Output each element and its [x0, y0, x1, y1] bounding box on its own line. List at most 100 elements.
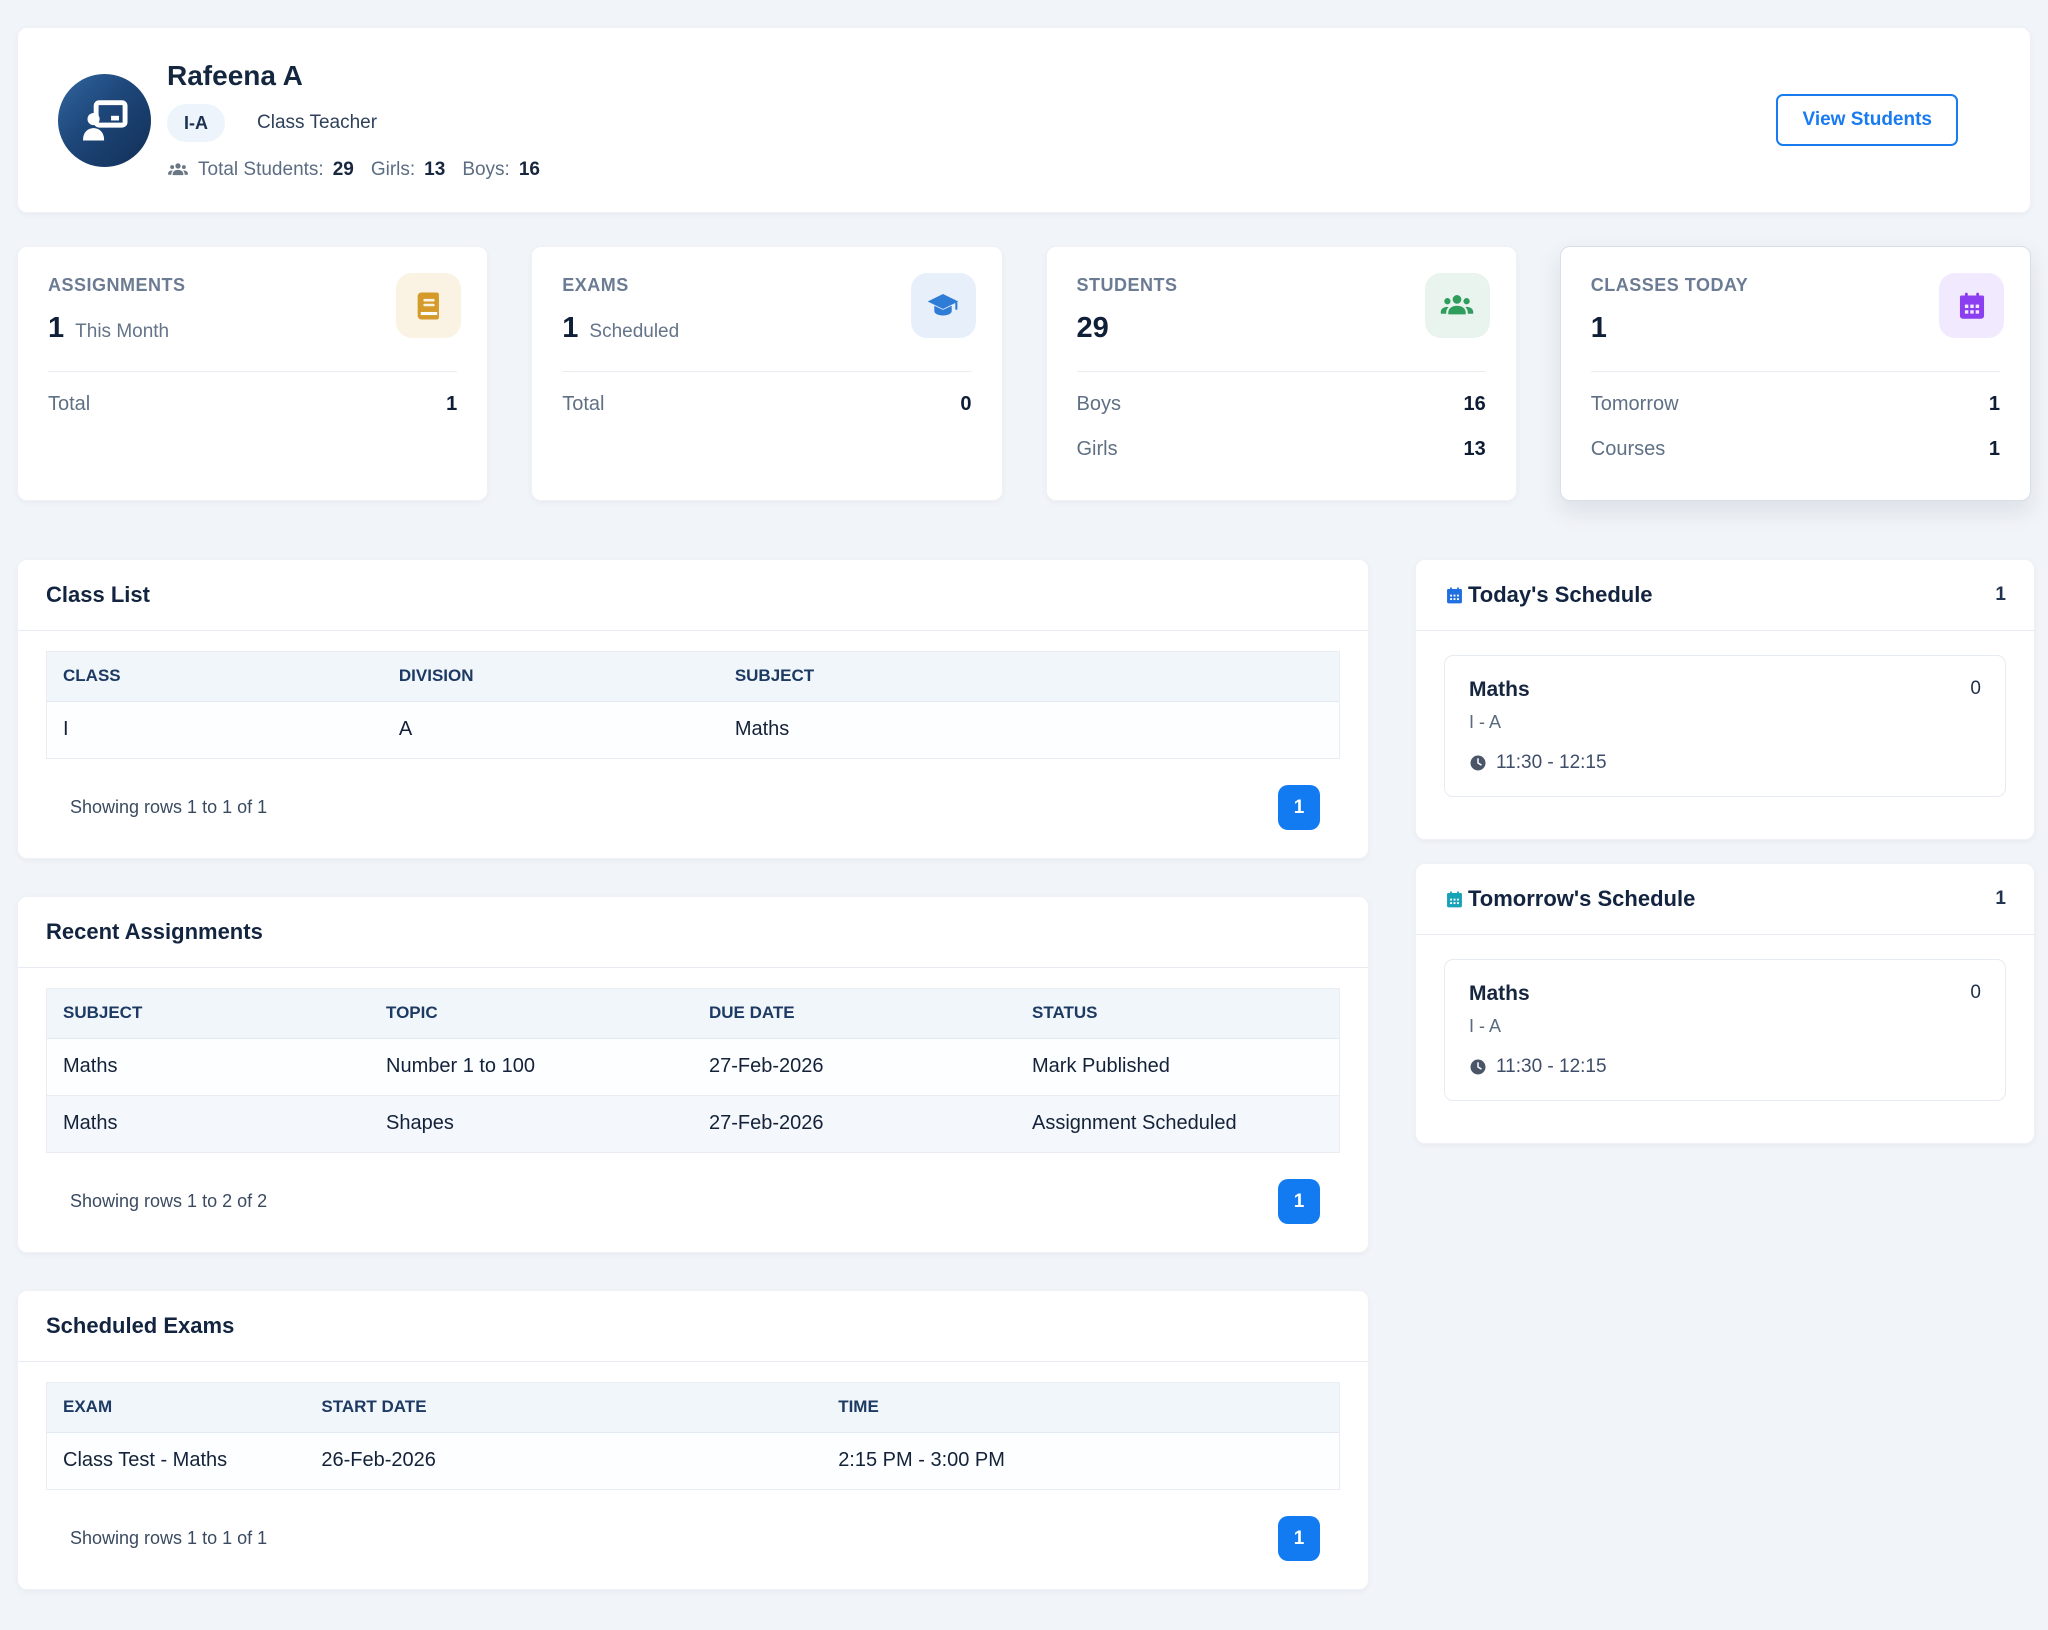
- tomorrows-schedule-count: 1: [1995, 888, 2006, 909]
- classes-today-title: CLASSES TODAY: [1590, 275, 1749, 295]
- schedule-subject: Maths: [1469, 982, 1530, 1005]
- classes-tomorrow-label: Tomorrow: [1590, 393, 1679, 415]
- column-header: TIME: [822, 1383, 1339, 1433]
- column-header: DIVISION: [382, 652, 719, 702]
- cell-subject: Maths: [47, 1038, 370, 1096]
- exams-count-suffix: Scheduled: [589, 321, 680, 342]
- students-girls-row: Girls 13: [1077, 427, 1486, 472]
- pagination-page-button[interactable]: 1: [1278, 785, 1320, 830]
- table-row[interactable]: I A Maths: [47, 701, 1339, 758]
- cell-class: I: [63, 718, 69, 741]
- table-row[interactable]: Class Test - Maths 26-Feb-2026 2:15 PM -…: [47, 1432, 1339, 1489]
- column-header: DUE DATE: [693, 989, 1016, 1039]
- calendar-icon: [1444, 585, 1465, 606]
- column-header: EXAM: [47, 1383, 306, 1433]
- assignments-count-suffix: This Month: [75, 321, 170, 342]
- classes-courses-label: Courses: [1590, 438, 1666, 460]
- exams-stat-card: EXAMS 1 Scheduled Total 0: [531, 246, 1003, 501]
- showing-rows-text: Showing rows 1 to 1 of 1: [70, 1528, 268, 1548]
- showing-rows-text: Showing rows 1 to 2 of 2: [70, 1191, 268, 1211]
- tomorrows-schedule-title: Tomorrow's Schedule: [1468, 886, 1696, 911]
- schedule-class: I - A: [1469, 1016, 1502, 1036]
- students-stat-card: STUDENTS 29 Boys 16 Girls 13: [1045, 246, 1517, 501]
- assignments-total-value: 1: [446, 393, 458, 415]
- schedule-badge: 0: [1970, 982, 1981, 1003]
- table-row[interactable]: Maths Shapes 27-Feb-2026 Assignment Sche…: [47, 1095, 1339, 1152]
- table-row[interactable]: Maths Number 1 to 100 27-Feb-2026 Mark P…: [47, 1038, 1339, 1096]
- girls-row-value: 13: [1463, 438, 1486, 460]
- cell-start-date: 26-Feb-2026: [321, 1449, 436, 1472]
- tomorrows-schedule-panel: Tomorrow's Schedule 1 Maths 0 I - A: [1415, 863, 2035, 1144]
- scheduled-exams-panel: Scheduled Exams EXAM START DATE TIME C: [17, 1290, 1369, 1590]
- cell-due-date: 27-Feb-2026: [693, 1038, 1016, 1096]
- cell-time: 2:15 PM - 3:00 PM: [838, 1449, 1005, 1472]
- classes-tomorrow-row: Tomorrow 1: [1591, 382, 2000, 427]
- teacher-header-card: Rafeena A I-A Class Teacher Total Studen…: [17, 27, 2031, 213]
- stat-cards-row: ASSIGNMENTS 1 This Month Total 1 EXAMS 1…: [17, 246, 2031, 501]
- cell-status: Assignment Scheduled: [1032, 1112, 1237, 1135]
- cell-topic: Shapes: [386, 1112, 454, 1135]
- cell-division: A: [398, 718, 413, 741]
- girls-label: Girls:: [370, 158, 416, 180]
- view-students-button[interactable]: View Students: [1776, 94, 1958, 146]
- class-list-table: CLASS DIVISION SUBJECT I A Maths: [46, 651, 1340, 759]
- schedule-subject: Maths: [1469, 678, 1530, 701]
- assignments-total-label: Total: [48, 393, 91, 415]
- students-title: STUDENTS: [1076, 275, 1178, 295]
- table-header-row: EXAM START DATE TIME: [47, 1383, 1339, 1433]
- todays-schedule-count: 1: [1995, 584, 2006, 605]
- cell-subject: Maths: [734, 718, 790, 741]
- total-students-value: 29: [332, 158, 354, 180]
- column-header: CLASS: [47, 652, 383, 702]
- column-header: SUBJECT: [47, 989, 370, 1039]
- girls-value: 13: [424, 158, 446, 180]
- teacher-board-icon: [77, 92, 133, 148]
- exams-total-label: Total: [562, 393, 605, 415]
- people-icon: [167, 159, 189, 181]
- assignments-stat-card: ASSIGNMENTS 1 This Month Total 1: [17, 246, 489, 501]
- column-header: STATUS: [1016, 989, 1339, 1039]
- boys-row-value: 16: [1463, 393, 1486, 415]
- cell-topic: Number 1 to 100: [370, 1038, 693, 1096]
- exams-total-value: 0: [960, 393, 972, 415]
- scheduled-exams-title: Scheduled Exams: [46, 1313, 235, 1338]
- boys-label: Boys:: [462, 158, 510, 180]
- column-header: SUBJECT: [718, 652, 1339, 702]
- cell-subject: Maths: [63, 1112, 118, 1135]
- teacher-role: Class Teacher: [257, 111, 378, 133]
- schedule-badge: 0: [1970, 678, 1981, 699]
- class-list-title: Class List: [46, 582, 150, 607]
- pagination-page-button[interactable]: 1: [1278, 1516, 1320, 1561]
- pagination-page-button[interactable]: 1: [1278, 1179, 1320, 1224]
- clock-icon: [1469, 1058, 1487, 1076]
- teacher-name: Rafeena A: [167, 59, 303, 91]
- teacher-avatar: [58, 73, 151, 167]
- cell-exam: Class Test - Maths: [63, 1449, 228, 1472]
- todays-schedule-title: Today's Schedule: [1468, 582, 1653, 607]
- cell-status: Mark Published: [1016, 1038, 1339, 1096]
- boys-value: 16: [518, 158, 540, 180]
- cell-due-date: 27-Feb-2026: [709, 1112, 824, 1135]
- classes-tomorrow-value: 1: [1988, 393, 2000, 415]
- assignments-title: ASSIGNMENTS: [48, 275, 186, 295]
- people-group-icon: [1424, 273, 1490, 338]
- assignments-total-row: Total 1: [48, 382, 457, 427]
- students-boys-row: Boys 16: [1077, 382, 1486, 427]
- schedule-item[interactable]: Maths 0 I - A 11:30 - 12:15: [1444, 959, 2006, 1101]
- schedule-item[interactable]: Maths 0 I - A 11:30 - 12:15: [1444, 655, 2006, 797]
- exams-total-row: Total 0: [562, 382, 971, 427]
- column-header: START DATE: [305, 1383, 823, 1433]
- total-students-label: Total Students:: [198, 158, 324, 180]
- classes-today-count: 1: [1590, 312, 1607, 344]
- classes-today-stat-card: CLASSES TODAY 1 Tomorrow 1: [1559, 246, 2031, 501]
- exams-count: 1: [562, 312, 579, 344]
- scheduled-exams-table: EXAM START DATE TIME Class Test - Maths …: [46, 1382, 1340, 1490]
- recent-assignments-title: Recent Assignments: [46, 919, 263, 944]
- showing-rows-text: Showing rows 1 to 1 of 1: [70, 797, 268, 817]
- calendar-icon: [1939, 273, 2004, 338]
- exams-title: EXAMS: [562, 275, 629, 295]
- students-count: 29: [1076, 312, 1109, 344]
- todays-schedule-panel: Today's Schedule 1 Maths 0 I - A: [1415, 559, 2035, 840]
- assignments-count: 1: [48, 312, 65, 344]
- schedule-class: I - A: [1469, 712, 1502, 732]
